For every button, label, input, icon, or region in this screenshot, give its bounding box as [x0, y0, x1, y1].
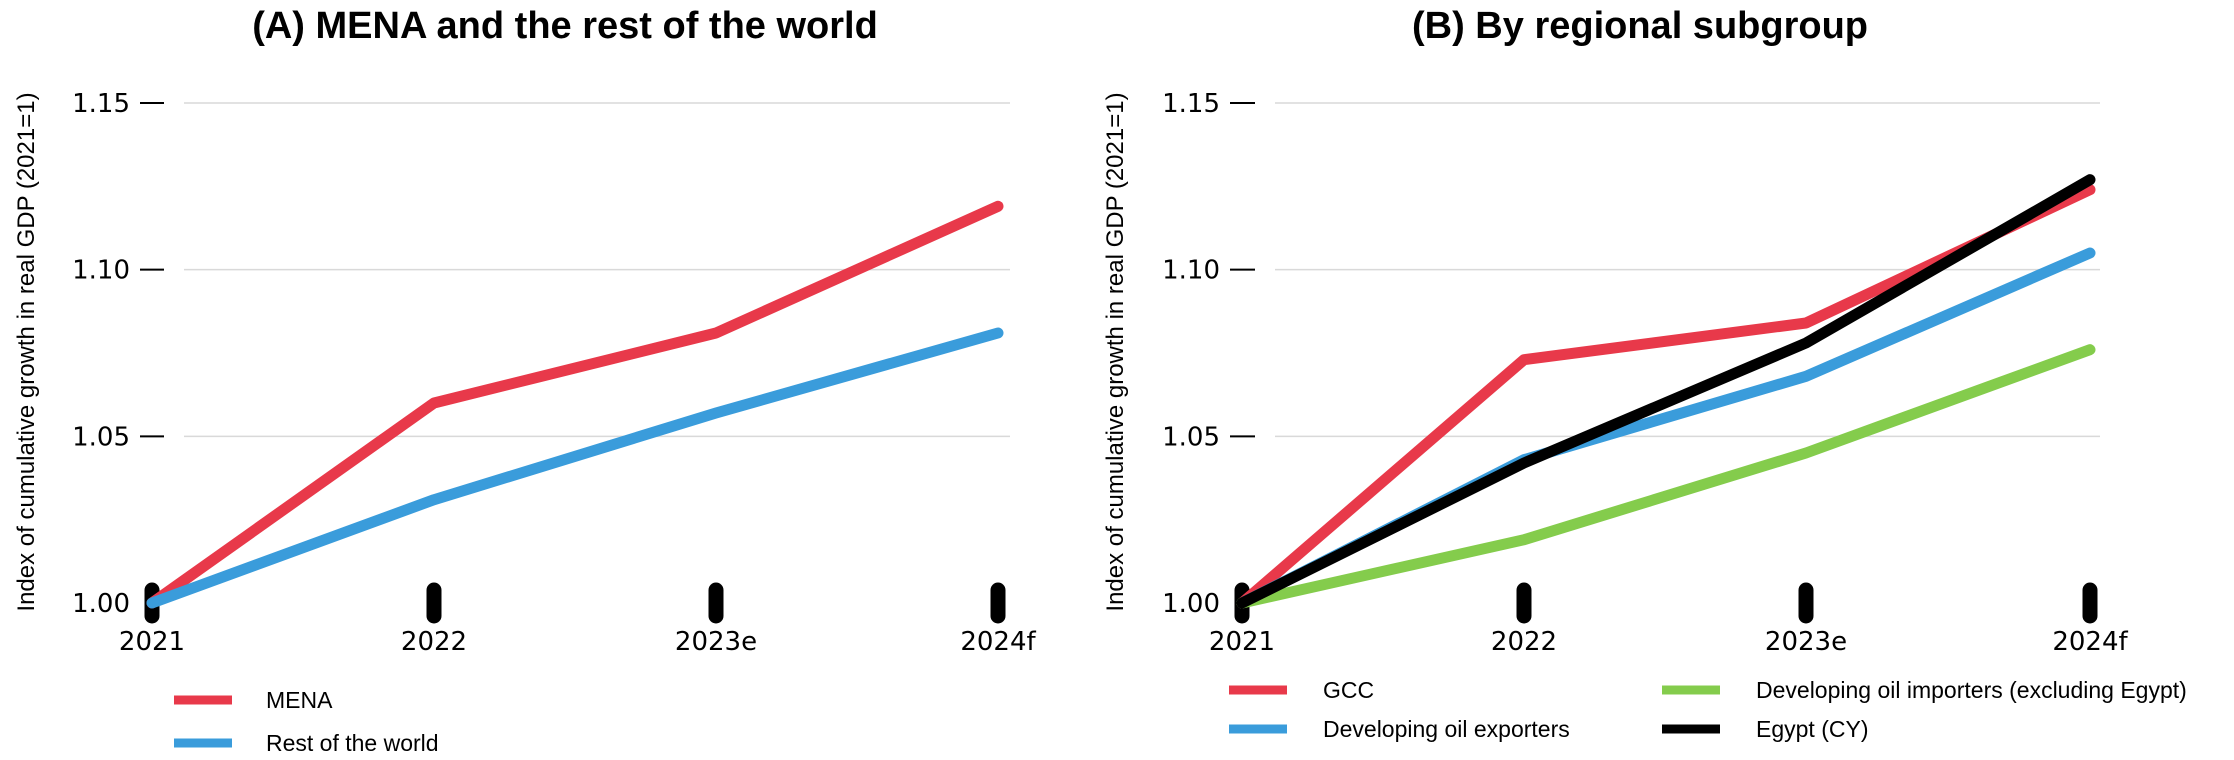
x-ticks-b: 2021 2022 2023e 2024f: [1209, 627, 2129, 657]
legend-label-rest-of-the-world: Rest of the world: [266, 730, 439, 756]
y-tick-label: 1.05: [72, 422, 130, 452]
series-line-rest-of-the-world: [146, 327, 1004, 609]
panel-b: (B) By regional subgroup Index of cumula…: [1102, 5, 2187, 742]
legend-label-mena: MENA: [266, 687, 333, 713]
series-lines-a: [146, 200, 1004, 609]
y-ticks-a: 1.00 1.05 1.10 1.15: [72, 89, 164, 619]
x-tick-label: 2023e: [675, 627, 757, 657]
x-tick-label: 2024f: [2052, 627, 2128, 657]
y-axis-label-a: Index of cumulative growth in real GDP (…: [13, 92, 40, 611]
x-tick-label: 2021: [1209, 627, 1275, 657]
chart-title-b: (B) By regional subgroup: [1412, 5, 1868, 47]
y-tick-label: 1.10: [1162, 256, 1220, 286]
x-tick-label: 2022: [401, 627, 467, 657]
panel-a: (A) MENA and the rest of the world Index…: [13, 5, 1037, 756]
y-axis-label-b: Index of cumulative growth in real GDP (…: [1102, 92, 1129, 611]
legend-b: GCC Developing oil exporters Developing oi…: [1229, 677, 2187, 742]
legend-a: MENA Rest of the world: [174, 687, 439, 756]
series-lines-b: [1236, 174, 2096, 609]
legend-label-developing-oil-importers-excluding-egypt: Developing oil importers (excluding Egyp…: [1756, 677, 2187, 703]
chart-title-a: (A) MENA and the rest of the world: [252, 5, 878, 47]
y-tick-label: 1.00: [72, 589, 130, 619]
x-tick-label: 2022: [1491, 627, 1557, 657]
series-line-developing-oil-importers-excluding-egypt: [1236, 344, 2096, 609]
series-line-developing-oil-exporters: [1236, 247, 2096, 609]
x-ticks-a: 2021 2022 2023e 2024f: [119, 627, 1037, 657]
y-tick-label: 1.05: [1162, 422, 1220, 452]
x-tick-marks-a: [144, 582, 1006, 624]
y-tick-label: 1.00: [1162, 589, 1220, 619]
legend-label-egypt-cy: Egypt (CY): [1756, 716, 1868, 742]
y-tick-label: 1.15: [72, 89, 130, 119]
x-tick-marks-b: [1234, 582, 2098, 624]
x-tick-label: 2024f: [960, 627, 1036, 657]
legend-label-developing-oil-exporters: Developing oil exporters: [1323, 716, 1570, 742]
y-tick-label: 1.10: [72, 256, 130, 286]
x-tick-label: 2021: [119, 627, 185, 657]
series-line-mena: [146, 200, 1004, 609]
x-tick-label: 2023e: [1765, 627, 1847, 657]
series-line-egypt-cy: [1236, 174, 2096, 609]
gridlines-a: [184, 102, 1010, 438]
legend-label-gcc: GCC: [1323, 677, 1374, 703]
y-tick-label: 1.15: [1162, 89, 1220, 119]
y-ticks-b: 1.00 1.05 1.10 1.15: [1162, 89, 1255, 619]
gridlines-b: [1275, 102, 2100, 438]
